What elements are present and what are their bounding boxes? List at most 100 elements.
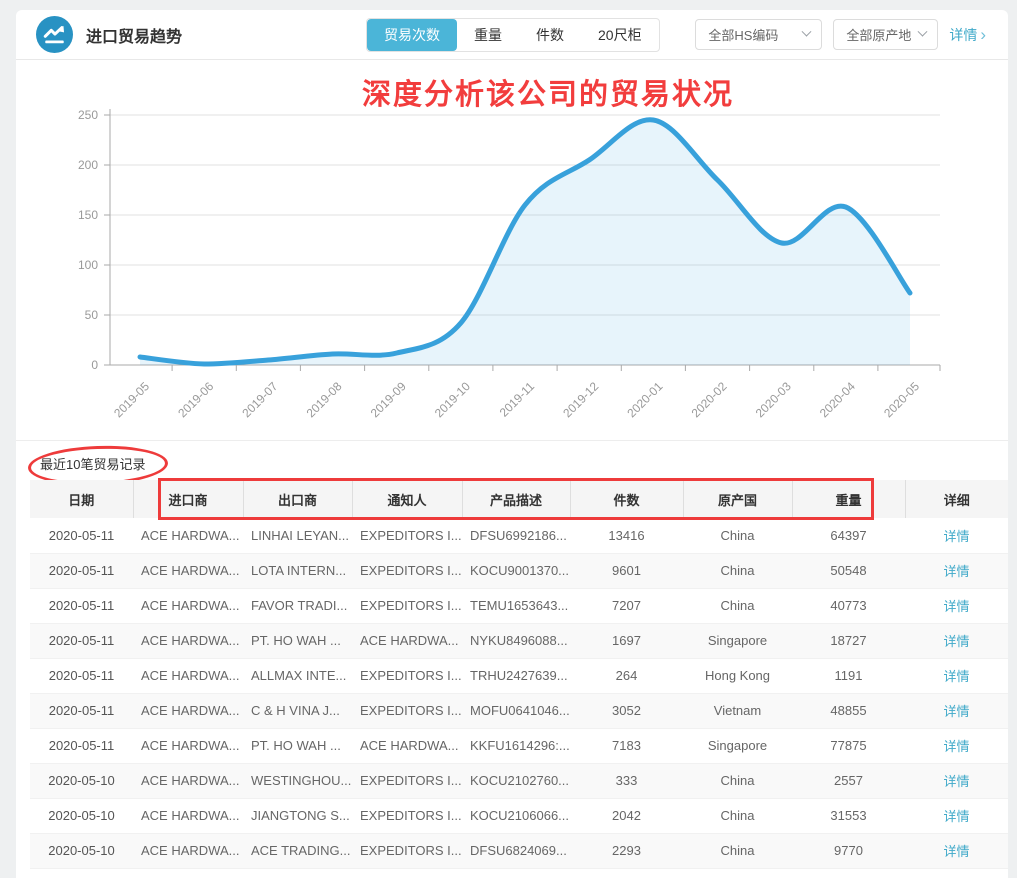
table-row: 2020-05-11 ACE HARDWA... PT. HO WAH ... ACE…: [30, 623, 1008, 658]
table-row: 2020-05-11 ACE HARDWA... C & H VINA J... EX…: [30, 693, 1008, 728]
row-detail-link[interactable]: 详情: [943, 739, 970, 754]
importer-cell: ACE HARDWA...: [141, 738, 240, 753]
origin-select-value: 全部原产地: [846, 28, 912, 43]
product-cell: KOCU2102760...: [470, 773, 570, 788]
notify-party-cell: EXPEDITORS I...: [360, 598, 462, 613]
tab-quantity[interactable]: 件数: [519, 19, 581, 51]
y-axis-label: 100: [78, 258, 98, 272]
origin-cell: China: [720, 563, 755, 578]
tab-weight[interactable]: 重量: [457, 19, 519, 51]
exporter-cell: ALLMAX INTE...: [251, 668, 347, 683]
tab-trade-count[interactable]: 贸易次数: [367, 18, 457, 51]
topbar: 进口贸易趋势 贸易次数 重量 件数 20尺柜 全部HS编码 全部原产地 详情: [16, 10, 1008, 60]
col-notify-party: 通知人: [352, 480, 463, 518]
weight-cell: 50548: [830, 563, 867, 578]
importer-cell: ACE HARDWA...: [141, 598, 240, 613]
quantity-cell: 7207: [612, 598, 641, 613]
table-row: 2020-05-11 ACE HARDWA... PT. HO WAH ... ACE…: [30, 728, 1008, 763]
records-section-title: 最近10笔贸易记录: [40, 457, 146, 472]
row-detail-link[interactable]: 详情: [943, 809, 970, 824]
date-cell: 2020-05-11: [48, 738, 115, 753]
row-detail-link[interactable]: 详情: [943, 844, 970, 859]
x-axis-label: 2020-05: [881, 379, 922, 420]
product-cell: KOCU9001370...: [470, 563, 570, 578]
importer-cell: ACE HARDWA...: [141, 703, 240, 718]
x-axis-label: 2019-09: [368, 379, 409, 420]
trend-area-chart: 0 50 100 150 200 250 2019-05 2019-06 2019-07 2019…: [16, 60, 1008, 440]
importer-cell: ACE HARDWA...: [141, 808, 240, 823]
notify-party-cell: ACE HARDWA...: [360, 738, 459, 753]
y-axis-label: 250: [78, 108, 98, 122]
exporter-cell: C & H VINA J...: [251, 703, 340, 718]
row-detail-link[interactable]: 详情: [943, 669, 970, 684]
origin-cell: China: [720, 808, 755, 823]
row-detail-link[interactable]: 详情: [943, 774, 970, 789]
notify-party-cell: EXPEDITORS I...: [360, 703, 462, 718]
detail-cell: 详情: [905, 833, 1008, 868]
tab-20ft-container[interactable]: 20尺柜: [581, 19, 659, 51]
origin-cell: Vietnam: [713, 703, 762, 718]
weight-cell: 18727: [830, 633, 867, 648]
quantity-cell: 1697: [612, 633, 641, 648]
notify-party-cell: EXPEDITORS I...: [360, 808, 462, 823]
product-cell: MOFU0641046...: [470, 703, 570, 718]
exporter-cell: LINHAI LEYAN...: [251, 527, 350, 543]
col-origin-country: 原产国: [683, 480, 793, 518]
weight-cell: 2557: [834, 773, 863, 788]
origin-cell: Singapore: [707, 633, 768, 648]
weight-cell: 77875: [830, 738, 867, 753]
x-axis-label: 2019-07: [239, 379, 280, 420]
weight-cell: 64397: [830, 527, 867, 543]
origin-cell: China: [720, 773, 755, 788]
product-cell: DFSU6992186...: [470, 527, 567, 543]
row-detail-link[interactable]: 详情: [943, 704, 970, 719]
hs-code-select[interactable]: 全部HS编码: [695, 19, 823, 50]
header-detail-link[interactable]: 详情 ›: [949, 25, 986, 45]
importer-cell: ACE HARDWA...: [141, 563, 240, 578]
title-wrap: 进口贸易趋势: [36, 16, 366, 53]
product-cell: KOCU2106066...: [470, 808, 570, 823]
col-exporter: 出口商: [243, 480, 353, 518]
detail-cell: 详情: [905, 588, 1008, 623]
y-axis-label: 0: [91, 358, 98, 372]
origin-cell: China: [720, 598, 755, 613]
notify-party-cell: EXPEDITORS I...: [360, 843, 462, 858]
row-detail-link[interactable]: 详情: [943, 528, 970, 544]
origin-cell: Singapore: [707, 738, 768, 753]
quantity-cell: 333: [615, 773, 638, 788]
notify-party-cell: EXPEDITORS I...: [360, 527, 462, 543]
row-detail-link[interactable]: 详情: [943, 564, 970, 579]
row-detail-link[interactable]: 详情: [943, 634, 970, 649]
exporter-cell: WESTINGHOU...: [251, 773, 352, 788]
x-axis-label: 2019-10: [432, 379, 473, 420]
exporter-cell: PT. HO WAH ...: [251, 738, 341, 753]
y-axis-label: 150: [78, 208, 98, 222]
exporter-cell: ACE TRADING...: [251, 843, 351, 858]
col-date: 日期: [30, 480, 134, 518]
import-trend-card: 进口贸易趋势 贸易次数 重量 件数 20尺柜 全部HS编码 全部原产地 详情: [16, 10, 1008, 878]
quantity-cell: 3052: [612, 703, 641, 718]
x-axis-label: 2020-02: [689, 379, 730, 420]
date-cell: 2020-05-11: [48, 633, 115, 648]
origin-select[interactable]: 全部原产地: [833, 19, 939, 50]
table-row: 2020-05-11 ACE HARDWA... LINHAI LEYAN... EX…: [30, 518, 1008, 553]
trend-chart-section: 深度分析该公司的贸易状况 0 50 100 150 200 250 2019-05 2019-…: [16, 60, 1008, 440]
header-detail-label: 详情: [949, 26, 978, 43]
col-quantity: 件数: [570, 480, 684, 518]
notify-party-cell: EXPEDITORS I...: [360, 773, 462, 788]
chevron-down-icon: [917, 26, 928, 37]
y-axis-label: 200: [78, 158, 98, 172]
notify-party-cell: EXPEDITORS I...: [360, 668, 462, 683]
detail-cell: 详情: [905, 728, 1008, 763]
row-detail-link[interactable]: 详情: [943, 599, 970, 614]
trend-chart-svg: 0 50 100 150 200 250 2019-05 2019-06 2019-07 2019…: [78, 108, 941, 420]
product-cell: KKFU1614296:...: [470, 738, 570, 753]
trend-line-icon: [36, 16, 73, 53]
x-axis-label: 2019-11: [497, 379, 538, 420]
table-row: 2020-05-10 ACE HARDWA... ACE TRADING... EXP…: [30, 833, 1008, 868]
exporter-cell: FAVOR TRADI...: [251, 598, 348, 613]
quantity-cell: 264: [615, 668, 638, 683]
weight-cell: 40773: [830, 598, 867, 613]
chart-line: [137, 117, 913, 367]
date-cell: 2020-05-11: [48, 527, 115, 543]
